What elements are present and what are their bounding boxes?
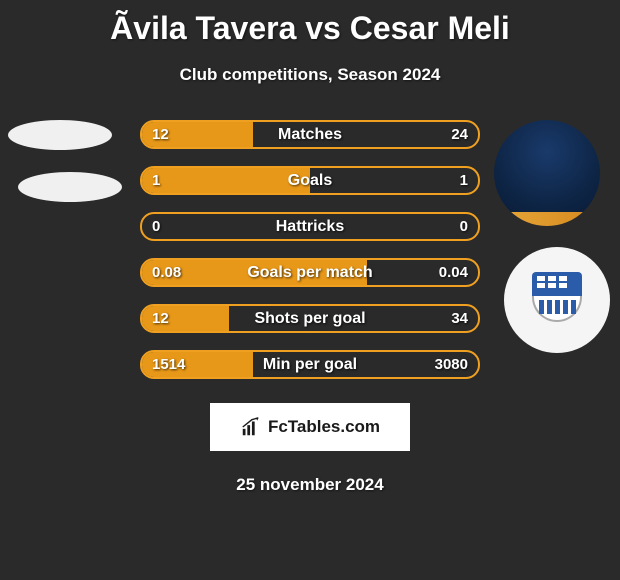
stat-label: Shots per goal: [254, 310, 365, 328]
stat-label: Hattricks: [276, 218, 344, 236]
page-title: Ãvila Tavera vs Cesar Meli: [0, 0, 620, 47]
stat-label: Goals: [288, 172, 332, 190]
page-subtitle: Club competitions, Season 2024: [0, 65, 620, 85]
player-right-avatar: [494, 120, 600, 226]
stat-bar: 0 Hattricks 0: [140, 212, 480, 241]
stat-bar: 0.08 Goals per match 0.04: [140, 258, 480, 287]
stat-bar: 1 Goals 1: [140, 166, 480, 195]
stat-label: Goals per match: [247, 264, 372, 282]
stat-right-value: 24: [451, 126, 468, 143]
stat-left-value: 12: [152, 310, 169, 327]
team-right-badge: [504, 247, 610, 353]
stat-bar-fill: [142, 168, 310, 193]
team-left-badge: [18, 172, 122, 202]
stat-right-value: 34: [451, 310, 468, 327]
stat-right-value: 0: [460, 218, 468, 235]
stat-left-value: 12: [152, 126, 169, 143]
chart-icon: [240, 416, 262, 438]
stat-label: Min per goal: [263, 356, 357, 374]
fctables-label: FcTables.com: [268, 417, 380, 437]
stat-label: Matches: [278, 126, 342, 144]
stat-left-value: 0.08: [152, 264, 181, 281]
stat-bar: 12 Shots per goal 34: [140, 304, 480, 333]
stats-bars: 12 Matches 24 1 Goals 1 0 Hattricks 0 0.08 Goals p…: [140, 120, 480, 379]
stat-bar: 12 Matches 24: [140, 120, 480, 149]
stat-left-value: 0: [152, 218, 160, 235]
emelec-badge-icon: [532, 272, 582, 328]
stat-left-value: 1: [152, 172, 160, 189]
stat-left-value: 1514: [152, 356, 185, 373]
stat-bar: 1514 Min per goal 3080: [140, 350, 480, 379]
player-left-avatar: [8, 120, 112, 150]
stat-right-value: 3080: [435, 356, 468, 373]
fctables-attribution[interactable]: FcTables.com: [210, 403, 410, 451]
stat-right-value: 1: [460, 172, 468, 189]
stat-right-value: 0.04: [439, 264, 468, 281]
comparison-container: 12 Matches 24 1 Goals 1 0 Hattricks 0 0.08 Goals p…: [0, 120, 620, 379]
comparison-date: 25 november 2024: [0, 475, 620, 495]
